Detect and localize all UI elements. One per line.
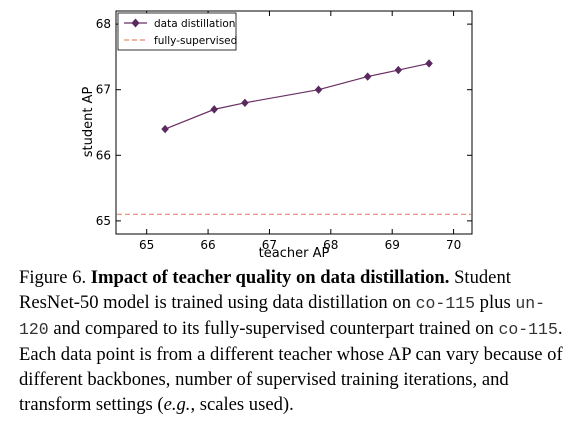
x-tick-label: 65 (139, 238, 154, 252)
data-point-marker (241, 98, 249, 108)
caption-text-4: . Each data point is from a different te… (19, 318, 563, 415)
legend-label-fully-supervised: fully-supervised (154, 35, 237, 47)
data-point-marker (363, 72, 372, 81)
legend-box (117, 12, 237, 51)
y-tick-label: 66 (96, 148, 111, 162)
x-tick-label: 69 (385, 238, 400, 252)
caption-text-1: Student ResNet-50 model is trained using… (19, 267, 511, 313)
legend-label-distillation: data distillation (154, 18, 235, 30)
plot-frame (115, 10, 473, 235)
caption-text-3: and compared to its fully-supervised cou… (48, 318, 499, 339)
caption-title: Impact of teacher quality on data distil… (90, 267, 450, 288)
legend: data distillation fully-supervised (117, 12, 237, 51)
axis-ticks: 65 66 67 68 69 70 65 66 67 68 (96, 11, 472, 252)
data-point-marker (314, 85, 323, 94)
series-layer (117, 59, 471, 215)
data-point-marker (210, 105, 218, 114)
data-distillation-line (164, 62, 430, 130)
data-point-marker (394, 65, 403, 75)
figure-caption: Figure 6. Impact of teacher quality on d… (19, 265, 564, 417)
x-tick-label: 70 (446, 238, 461, 252)
line-chart: 65 66 67 68 69 70 65 66 67 68 teacher AP student … (81, 10, 473, 261)
caption-code-co115-2: co-115 (498, 320, 558, 339)
caption-eg: e.g. (163, 394, 191, 415)
data-point-marker (425, 59, 433, 68)
legend-marker-distillation (131, 18, 140, 28)
caption-text-2: plus (475, 292, 516, 313)
y-tick-label: 68 (96, 17, 111, 31)
caption-code-un120: un-120 (19, 294, 546, 339)
x-tick-label: 68 (323, 238, 338, 252)
caption-text-5: , scales used). (190, 394, 294, 415)
x-tick-label: 67 (262, 238, 277, 252)
caption-code-co115: co-115 (415, 294, 476, 313)
y-tick-label: 65 (96, 214, 111, 228)
y-tick-label: 67 (96, 83, 111, 97)
caption-figure-label: Figure 6. (19, 267, 87, 288)
x-tick-label: 66 (200, 238, 215, 252)
x-axis-label: teacher AP (259, 246, 330, 261)
y-axis-label: student AP (81, 87, 96, 158)
data-point-marker (161, 124, 169, 134)
